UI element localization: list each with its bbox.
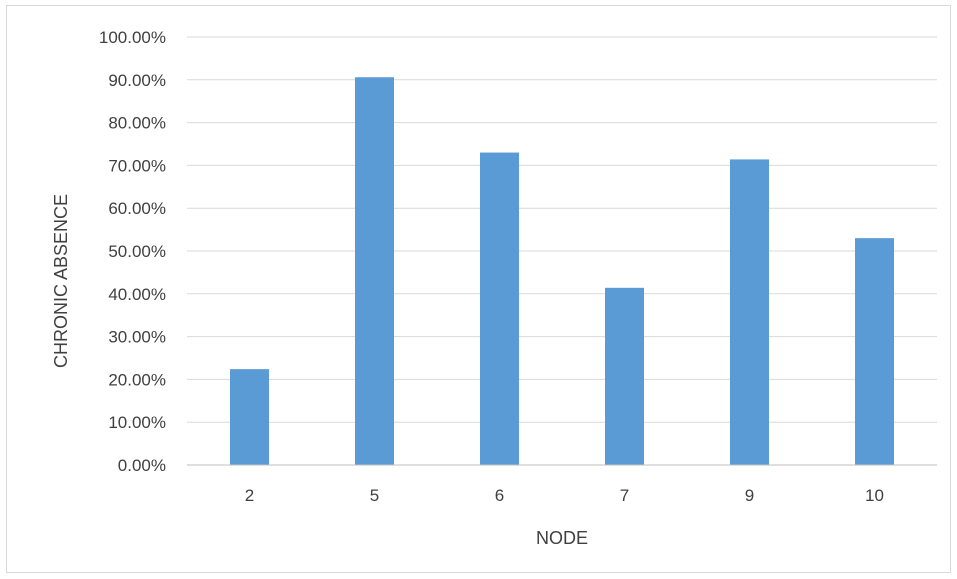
y-tick-label: 20.00% bbox=[108, 370, 166, 389]
x-tick-label: 10 bbox=[865, 486, 884, 505]
x-tick-label: 6 bbox=[495, 486, 504, 505]
y-tick-label: 0.00% bbox=[118, 456, 166, 475]
bar-node-9 bbox=[730, 159, 769, 465]
bar-node-2 bbox=[230, 369, 269, 465]
x-tick-label: 2 bbox=[245, 486, 254, 505]
y-axis-title: CHRONIC ABSENCE bbox=[51, 194, 71, 368]
x-tick-label: 5 bbox=[370, 486, 379, 505]
y-tick-label: 100.00% bbox=[99, 28, 166, 47]
y-tick-label: 30.00% bbox=[108, 328, 166, 347]
x-tick-label: 7 bbox=[620, 486, 629, 505]
bars bbox=[230, 77, 894, 465]
bar-node-10 bbox=[855, 238, 894, 465]
y-tick-label: 40.00% bbox=[108, 285, 166, 304]
y-axis-tick-labels: 0.00% 10.00% 20.00% 30.00% 40.00% 50.00% 60.00… bbox=[99, 28, 166, 475]
x-axis-tick-labels: 2 5 6 7 9 10 bbox=[245, 486, 884, 505]
y-tick-label: 60.00% bbox=[108, 199, 166, 218]
bar-node-7 bbox=[605, 288, 644, 465]
y-tick-label: 70.00% bbox=[108, 156, 166, 175]
x-tick-label: 9 bbox=[745, 486, 754, 505]
x-axis-title: NODE bbox=[536, 528, 588, 548]
y-tick-label: 10.00% bbox=[108, 413, 166, 432]
y-tick-label: 50.00% bbox=[108, 242, 166, 261]
y-tick-label: 80.00% bbox=[108, 114, 166, 133]
gridlines bbox=[187, 37, 937, 422]
bar-node-5 bbox=[355, 77, 394, 465]
bar-node-6 bbox=[480, 153, 519, 465]
y-tick-label: 90.00% bbox=[108, 71, 166, 90]
